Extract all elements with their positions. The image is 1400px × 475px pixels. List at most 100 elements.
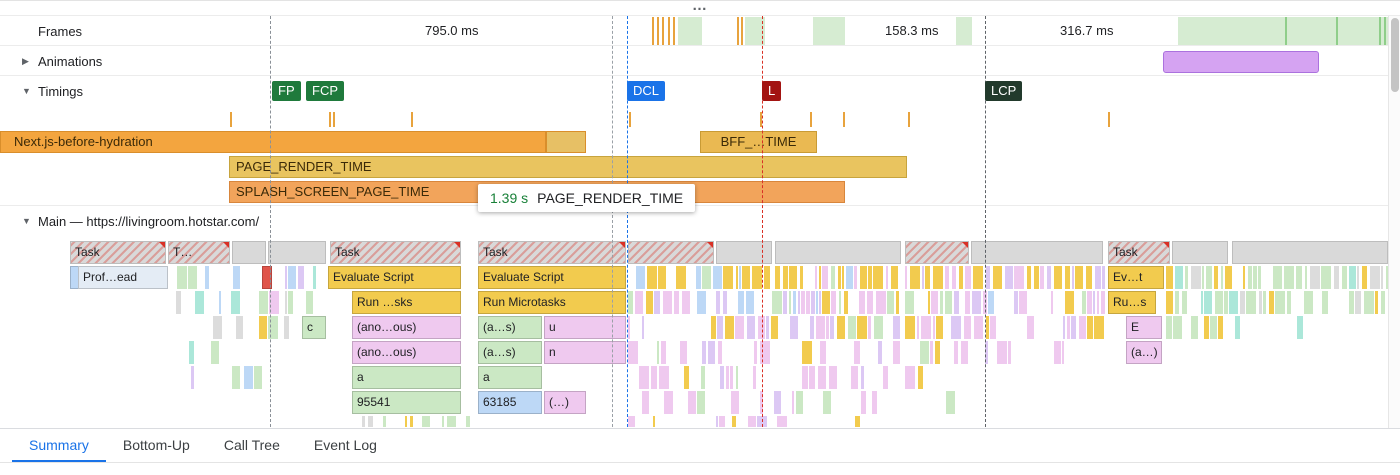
flame-chart-fragment[interactable] (742, 266, 750, 289)
timing-marker-fcp[interactable]: FCP (306, 81, 344, 101)
drag-handle-icon[interactable]: … (692, 0, 708, 14)
flame-chart-fragment[interactable] (959, 266, 963, 289)
flame-chart-fragment[interactable] (819, 291, 821, 314)
flame-chart-fragment[interactable] (702, 266, 711, 289)
flame-chart-entry[interactable]: (a…) (1126, 341, 1162, 364)
flame-chart-fragment[interactable] (232, 366, 240, 389)
task-bar[interactable]: T… (168, 241, 230, 264)
flame-chart-fragment[interactable] (723, 266, 733, 289)
flame-chart-fragment[interactable] (1364, 291, 1374, 314)
flame-chart-fragment[interactable] (1287, 291, 1291, 314)
flame-chart-fragment[interactable] (831, 291, 836, 314)
flame-chart-fragment[interactable] (628, 416, 635, 427)
flame-chart-fragment[interactable] (820, 341, 826, 364)
flame-chart-entry[interactable]: (a…s) (478, 316, 542, 339)
flame-chart-fragment[interactable] (1296, 266, 1302, 289)
flame-chart-fragment[interactable] (1075, 266, 1083, 289)
flame-chart-fragment[interactable] (1334, 266, 1339, 289)
flame-chart-entry[interactable]: (a…s) (478, 341, 542, 364)
flame-chart-fragment[interactable] (1297, 316, 1303, 339)
flame-chart-fragment[interactable] (790, 316, 798, 339)
flame-chart-fragment[interactable] (1305, 266, 1307, 289)
flame-chart-fragment[interactable] (922, 266, 924, 289)
flame-chart-fragment[interactable] (447, 416, 456, 427)
flame-chart-fragment[interactable] (635, 291, 643, 314)
flame-chart-fragment[interactable] (676, 266, 686, 289)
flame-chart-fragment[interactable] (1235, 316, 1240, 339)
flame-chart-fragment[interactable] (219, 291, 221, 314)
flame-chart-fragment[interactable] (285, 291, 287, 314)
tab-summary[interactable]: Summary (12, 429, 106, 462)
flame-chart-fragment[interactable] (800, 266, 803, 289)
flame-chart-fragment[interactable] (1063, 316, 1065, 339)
flame-chart-fragment[interactable] (829, 366, 837, 389)
flame-chart-fragment[interactable] (405, 416, 407, 427)
task-bar[interactable] (775, 241, 901, 264)
flame-chart-fragment[interactable] (876, 291, 886, 314)
flame-chart-fragment[interactable] (753, 366, 756, 389)
flame-chart-fragment[interactable] (653, 416, 655, 427)
flame-chart-fragment[interactable] (1079, 316, 1086, 339)
flame-chart-entry[interactable]: E (1126, 316, 1162, 339)
flame-chart-fragment[interactable] (752, 266, 762, 289)
flame-chart-fragment[interactable] (657, 341, 659, 364)
flame-chart-fragment[interactable] (789, 266, 797, 289)
flame-chart-fragment[interactable] (822, 266, 828, 289)
flame-chart-fragment[interactable] (1349, 291, 1354, 314)
flame-chart-fragment[interactable] (1054, 266, 1062, 289)
flame-chart-fragment[interactable] (1253, 266, 1257, 289)
flame-chart-fragment[interactable] (176, 291, 181, 314)
flame-chart-fragment[interactable] (663, 291, 672, 314)
flame-chart-fragment[interactable] (1206, 266, 1212, 289)
flame-chart-fragment[interactable] (368, 416, 373, 427)
flame-chart-fragment[interactable] (816, 291, 818, 314)
flame-chart-fragment[interactable] (642, 316, 644, 339)
flame-chart-fragment[interactable] (974, 316, 983, 339)
flame-chart-fragment[interactable] (717, 316, 723, 339)
flame-chart-entry[interactable]: Ru…s (1108, 291, 1156, 314)
timing-marker-load[interactable]: L (762, 81, 782, 101)
flame-chart-fragment[interactable] (1182, 291, 1187, 314)
flame-chart-fragment[interactable] (772, 291, 782, 314)
animations-expand-icon[interactable]: ▶ (22, 55, 29, 66)
flame-chart-fragment[interactable] (1067, 316, 1070, 339)
flame-chart-fragment[interactable] (873, 266, 883, 289)
flame-chart-fragment[interactable] (1095, 266, 1101, 289)
flame-chart-fragment[interactable] (1093, 291, 1095, 314)
flame-chart-fragment[interactable] (826, 316, 829, 339)
frame-block[interactable] (956, 17, 972, 45)
frame-block[interactable] (745, 17, 765, 45)
flame-chart-fragment[interactable] (697, 291, 706, 314)
flame-chart-fragment[interactable] (760, 391, 763, 414)
flame-chart-fragment[interactable] (688, 391, 696, 414)
flame-chart-entry[interactable]: Ev…t (1108, 266, 1164, 289)
flame-chart-fragment[interactable] (1357, 266, 1359, 289)
main-collapse-icon[interactable]: ▼ (22, 216, 31, 226)
flame-chart-fragment[interactable] (713, 266, 722, 289)
flame-chart-fragment[interactable] (1218, 316, 1223, 339)
flame-chart-fragment[interactable] (1210, 316, 1217, 339)
flame-chart-fragment[interactable] (680, 341, 687, 364)
flame-chart-fragment[interactable] (854, 341, 860, 364)
flame-chart-fragment[interactable] (887, 291, 894, 314)
flame-chart-fragment[interactable] (868, 316, 871, 339)
flame-chart-fragment[interactable] (1034, 266, 1039, 289)
flame-chart-fragment[interactable] (973, 266, 983, 289)
flame-chart-fragment[interactable] (1173, 316, 1182, 339)
flame-chart-fragment[interactable] (231, 291, 240, 314)
flame-chart-fragment[interactable] (636, 266, 645, 289)
flame-chart-fragment[interactable] (844, 291, 848, 314)
flame-chart-fragment[interactable] (306, 291, 313, 314)
flame-chart-fragment[interactable] (1191, 266, 1201, 289)
flame-chart-fragment[interactable] (731, 391, 739, 414)
flame-chart-fragment[interactable] (1040, 266, 1044, 289)
task-bar[interactable] (905, 241, 969, 264)
flame-chart-fragment[interactable] (918, 366, 923, 389)
flame-chart-entry[interactable]: c (302, 316, 326, 339)
flame-chart-entry[interactable]: a (352, 366, 461, 389)
flame-chart-fragment[interactable] (658, 266, 666, 289)
flame-chart-fragment[interactable] (642, 391, 649, 414)
task-bar[interactable] (716, 241, 772, 264)
flame-chart-fragment[interactable] (298, 266, 304, 289)
flame-chart-fragment[interactable] (796, 391, 803, 414)
